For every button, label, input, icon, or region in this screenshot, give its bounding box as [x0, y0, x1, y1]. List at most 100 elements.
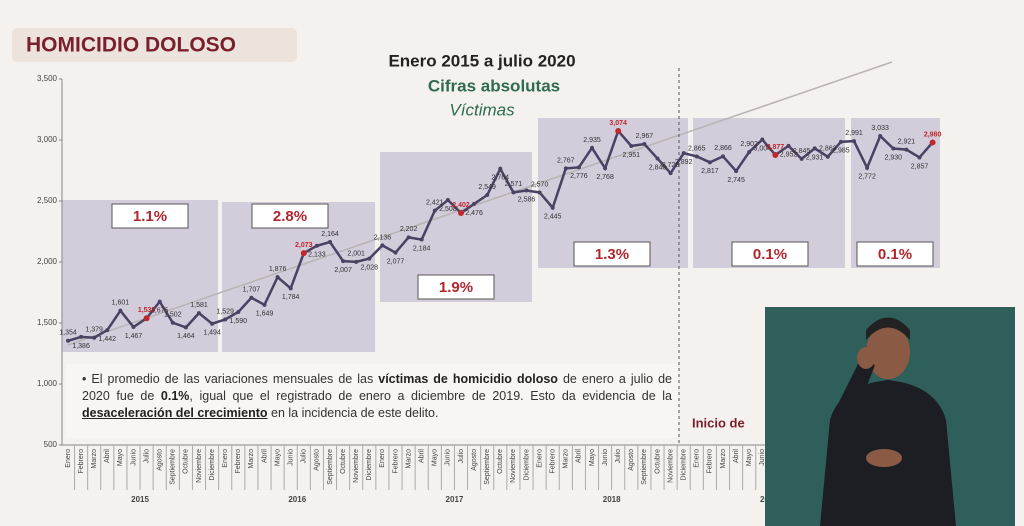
x-tick-label: Marzo [720, 449, 727, 469]
data-label: 3,074 [609, 120, 627, 127]
data-label: 1,464 [177, 333, 195, 340]
pct-box [856, 241, 934, 267]
trend-line [67, 61, 893, 346]
point [537, 190, 542, 195]
x-tick-label: Julio [301, 449, 308, 464]
x-tick-label: Octubre [340, 449, 347, 474]
x-tick-label: Mayo [432, 449, 439, 466]
data-label: 2,001 [347, 251, 365, 258]
x-tick-label: Octubre [497, 449, 504, 474]
x-tick-label: Julio [143, 449, 150, 464]
point [825, 154, 830, 159]
year-label: 2016 [288, 495, 306, 504]
data-label: 1,494 [203, 330, 221, 337]
x-tick-label: Junio [130, 449, 137, 466]
point [615, 127, 622, 134]
point [747, 149, 752, 154]
point [92, 335, 97, 340]
hair [866, 317, 910, 340]
x-tick-label: Febrero [392, 449, 399, 474]
point [380, 243, 385, 248]
x-tick-label: Abril [104, 449, 111, 463]
hand [866, 449, 902, 467]
data-label: 1,529 [216, 308, 234, 315]
year-label: 2017 [446, 495, 464, 504]
y-tick-label: 1,500 [37, 318, 58, 327]
x-tick-label: Diciembre [366, 449, 373, 481]
interpreter [765, 307, 1015, 526]
x-tick-label: Junio [445, 449, 452, 466]
hand [857, 347, 875, 369]
pct-label: 0.1% [878, 246, 912, 263]
point [458, 209, 464, 216]
year-label: 2015 [131, 495, 149, 504]
point [772, 152, 779, 159]
data-label: 2,991 [845, 130, 863, 137]
point [170, 320, 175, 325]
data-label: 2,931 [806, 154, 824, 161]
x-tick-label: Mayo [274, 449, 281, 466]
data-label: 2,865 [688, 145, 706, 152]
point [66, 338, 70, 343]
data-label: 2,892 [675, 159, 693, 166]
data-label: 1,386 [72, 343, 90, 350]
point [288, 286, 293, 291]
data-label: 3,004 [754, 145, 772, 152]
point [852, 139, 856, 144]
x-tick-label: Septiembre [327, 449, 334, 485]
chart-subtitle: Víctimas [449, 100, 515, 119]
point [721, 154, 725, 159]
note-bg [66, 364, 678, 438]
data-label: 2,421 [426, 199, 444, 206]
point [891, 146, 896, 151]
data-label: 1,675 [151, 307, 169, 314]
x-tick-label: Noviembre [196, 449, 203, 483]
x-tick-label: Noviembre [353, 449, 360, 483]
x-tick-label: Mayo [746, 449, 753, 466]
pct-label: 1.3% [595, 246, 629, 263]
pct-box [251, 203, 329, 229]
chart-subtitle: Cifras absolutas [428, 76, 560, 95]
data-label: 3,033 [871, 125, 889, 132]
point [118, 308, 123, 313]
point [917, 155, 922, 160]
y-tick-label: 500 [44, 440, 58, 449]
x-tick-label: Septiembre [170, 449, 177, 485]
point [157, 299, 162, 304]
data-label: 1,707 [243, 287, 261, 294]
note-text: de enero a julio de 2020 fue de [82, 372, 673, 403]
y-tick-label: 2,500 [37, 196, 58, 205]
data-label: 1,379 [85, 327, 103, 334]
data-label: 2,776 [570, 173, 588, 180]
data-label: 1,539 [138, 307, 156, 314]
point [642, 142, 647, 147]
point [236, 310, 241, 315]
x-tick-label: Diciembre [681, 449, 688, 481]
data-label: 1,502 [164, 312, 182, 319]
x-tick-label: Agosto [471, 449, 478, 471]
point [694, 154, 699, 159]
point [143, 315, 150, 322]
point [550, 205, 555, 210]
data-label: 2,508 [439, 206, 457, 213]
note-text: en la incidencia de este delito. [267, 406, 439, 420]
data-label: 2,133 [308, 252, 326, 259]
point [197, 311, 201, 316]
year-label: 2018 [603, 495, 621, 504]
data-label: 2,877 [767, 144, 785, 151]
data-label: 1,784 [282, 294, 300, 301]
point [314, 243, 319, 248]
x-tick-label: Marzo [563, 449, 570, 469]
note-text: 0.1% [160, 389, 190, 403]
data-label: 2,817 [701, 168, 719, 175]
data-label: 2,728 [662, 162, 680, 169]
point [734, 169, 739, 174]
data-label: 2,402 [452, 202, 470, 209]
y-tick-label: 2,000 [37, 257, 58, 266]
x-tick-label: Febrero [550, 449, 557, 474]
slide-title: HOMICIDIO DOLOSO [26, 34, 236, 57]
x-tick-label: Abril [733, 449, 740, 463]
data-label: 2,586 [518, 196, 536, 203]
data-label: 2,164 [321, 231, 339, 238]
point [79, 334, 84, 339]
